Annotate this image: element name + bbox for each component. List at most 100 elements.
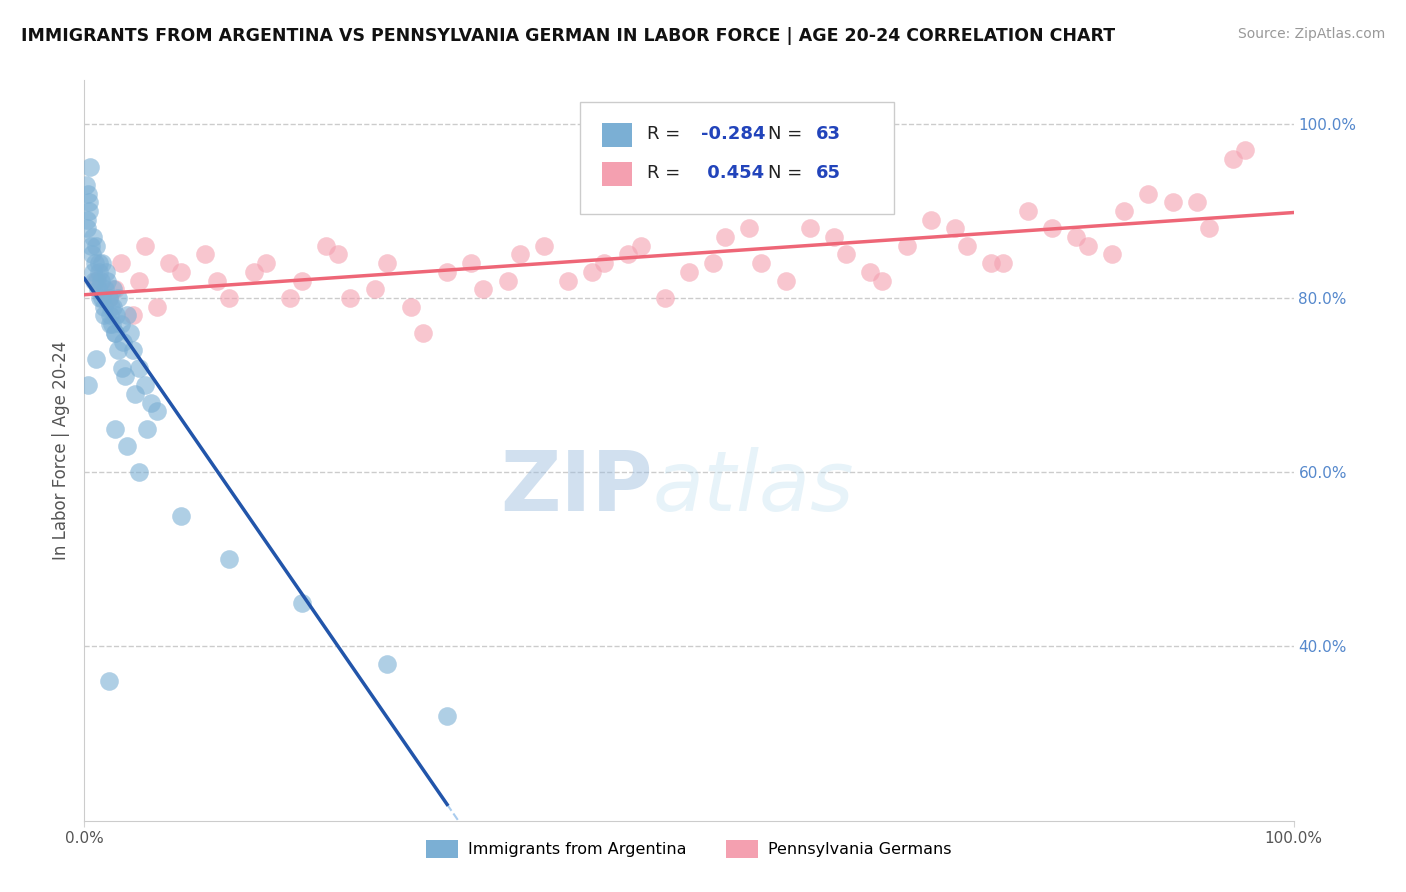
Point bbox=[291, 596, 314, 610]
Text: 0.454: 0.454 bbox=[702, 164, 763, 182]
Point bbox=[80, 239, 103, 253]
Point bbox=[110, 256, 132, 270]
Point bbox=[328, 247, 350, 261]
Text: atlas: atlas bbox=[652, 447, 855, 528]
Point bbox=[1234, 143, 1257, 157]
Point bbox=[593, 256, 616, 270]
Point bbox=[943, 221, 966, 235]
Point bbox=[90, 291, 112, 305]
Point bbox=[496, 274, 519, 288]
Point bbox=[412, 326, 434, 340]
Point bbox=[76, 212, 98, 227]
Point bbox=[104, 326, 127, 340]
Point bbox=[1017, 203, 1039, 218]
Point bbox=[1185, 195, 1208, 210]
Point bbox=[920, 212, 942, 227]
Point bbox=[630, 239, 652, 253]
Point bbox=[436, 709, 458, 723]
FancyBboxPatch shape bbox=[602, 162, 633, 186]
Point bbox=[121, 309, 143, 323]
Point bbox=[86, 239, 108, 253]
Text: 65: 65 bbox=[815, 164, 841, 182]
Point bbox=[139, 395, 162, 409]
Point bbox=[218, 291, 240, 305]
Point bbox=[738, 221, 761, 235]
Point bbox=[98, 317, 121, 331]
Point bbox=[835, 247, 858, 261]
Point bbox=[86, 274, 108, 288]
Point bbox=[100, 300, 122, 314]
Point bbox=[207, 274, 229, 288]
Point bbox=[1161, 195, 1184, 210]
Point bbox=[104, 422, 127, 436]
Point bbox=[1137, 186, 1160, 201]
Point bbox=[157, 256, 180, 270]
Point bbox=[97, 291, 120, 305]
Legend: Immigrants from Argentina, Pennsylvania Germans: Immigrants from Argentina, Pennsylvania … bbox=[420, 833, 957, 864]
Point bbox=[859, 265, 882, 279]
Point bbox=[1222, 152, 1244, 166]
Text: R =: R = bbox=[647, 125, 686, 143]
Point bbox=[115, 309, 138, 323]
Point bbox=[107, 343, 129, 358]
Point bbox=[86, 282, 108, 296]
Text: ZIP: ZIP bbox=[501, 447, 652, 528]
Point bbox=[121, 343, 143, 358]
Point bbox=[1198, 221, 1220, 235]
Point bbox=[678, 265, 700, 279]
Point bbox=[90, 274, 112, 288]
Point bbox=[94, 282, 117, 296]
Point bbox=[124, 387, 146, 401]
Point bbox=[823, 230, 845, 244]
Point bbox=[82, 265, 104, 279]
Point bbox=[254, 256, 277, 270]
Point bbox=[97, 291, 120, 305]
Point bbox=[375, 256, 398, 270]
FancyBboxPatch shape bbox=[602, 123, 633, 147]
Point bbox=[89, 291, 111, 305]
Point bbox=[104, 309, 127, 323]
Point bbox=[533, 239, 555, 253]
Point bbox=[76, 221, 98, 235]
Text: 63: 63 bbox=[815, 125, 841, 143]
Point bbox=[896, 239, 918, 253]
Point bbox=[242, 265, 264, 279]
Point bbox=[472, 282, 495, 296]
Point bbox=[91, 256, 114, 270]
Point bbox=[104, 326, 127, 340]
Point bbox=[1114, 203, 1136, 218]
Point bbox=[581, 265, 603, 279]
Point bbox=[194, 247, 217, 261]
Point bbox=[86, 351, 108, 366]
Point bbox=[103, 282, 125, 296]
Point bbox=[84, 256, 107, 270]
Point bbox=[375, 657, 398, 671]
Point bbox=[77, 203, 100, 218]
Text: Source: ZipAtlas.com: Source: ZipAtlas.com bbox=[1237, 27, 1385, 41]
Point bbox=[114, 369, 136, 384]
Point bbox=[120, 326, 142, 340]
Point bbox=[278, 291, 301, 305]
Point bbox=[101, 300, 124, 314]
Point bbox=[1101, 247, 1123, 261]
Point bbox=[128, 465, 150, 479]
Text: IMMIGRANTS FROM ARGENTINA VS PENNSYLVANIA GERMAN IN LABOR FORCE | AGE 20-24 CORR: IMMIGRANTS FROM ARGENTINA VS PENNSYLVANI… bbox=[21, 27, 1115, 45]
Point bbox=[77, 186, 100, 201]
Point bbox=[799, 221, 821, 235]
Point bbox=[1077, 239, 1099, 253]
Point bbox=[104, 282, 127, 296]
Point bbox=[112, 334, 135, 349]
Point bbox=[993, 256, 1015, 270]
Point bbox=[111, 360, 134, 375]
Point bbox=[96, 274, 118, 288]
Point bbox=[291, 274, 314, 288]
Point bbox=[107, 291, 129, 305]
Point bbox=[146, 300, 169, 314]
Point bbox=[702, 256, 724, 270]
Point bbox=[170, 508, 193, 523]
Point bbox=[86, 274, 108, 288]
Point bbox=[93, 309, 115, 323]
Text: N =: N = bbox=[768, 164, 807, 182]
Point bbox=[363, 282, 385, 296]
Point bbox=[80, 247, 103, 261]
